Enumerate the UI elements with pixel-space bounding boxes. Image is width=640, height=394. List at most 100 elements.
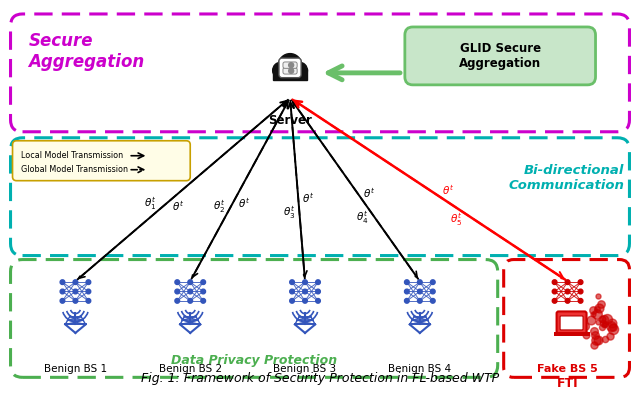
Point xyxy=(608,324,618,331)
Point xyxy=(607,325,618,332)
Circle shape xyxy=(404,280,409,284)
Point xyxy=(580,332,591,338)
Circle shape xyxy=(60,289,65,294)
Circle shape xyxy=(273,62,289,79)
Point xyxy=(593,337,603,343)
FancyBboxPatch shape xyxy=(283,68,297,74)
Text: $\theta_1^t$: $\theta_1^t$ xyxy=(145,195,157,212)
Circle shape xyxy=(201,289,205,294)
Circle shape xyxy=(86,299,91,303)
Point xyxy=(595,305,605,311)
Text: Fig. 1: Framework of Security Protection in FL-based WTP: Fig. 1: Framework of Security Protection… xyxy=(141,372,499,385)
Point xyxy=(596,301,606,307)
Text: $\theta_3^t$: $\theta_3^t$ xyxy=(283,204,296,221)
Circle shape xyxy=(290,289,294,294)
Circle shape xyxy=(316,299,321,303)
Text: Server: Server xyxy=(268,114,312,127)
Circle shape xyxy=(289,63,294,68)
Circle shape xyxy=(290,299,294,303)
Text: Benign BS 2: Benign BS 2 xyxy=(159,364,222,374)
Point xyxy=(589,328,599,335)
Point xyxy=(607,320,618,326)
FancyBboxPatch shape xyxy=(557,312,586,333)
Circle shape xyxy=(578,280,583,284)
Circle shape xyxy=(289,69,294,73)
Circle shape xyxy=(291,62,307,79)
Point xyxy=(596,316,607,322)
Text: Data Privacy Protection: Data Privacy Protection xyxy=(171,354,337,367)
Text: Global Model Transmission: Global Model Transmission xyxy=(20,165,127,174)
Bar xyxy=(554,333,589,336)
Circle shape xyxy=(278,54,301,77)
Circle shape xyxy=(552,289,557,294)
Point xyxy=(588,307,598,314)
Circle shape xyxy=(290,280,294,284)
Circle shape xyxy=(431,299,435,303)
Point xyxy=(599,322,609,328)
Circle shape xyxy=(73,289,77,294)
Circle shape xyxy=(188,289,193,294)
Circle shape xyxy=(86,289,91,294)
Text: Benign BS 4: Benign BS 4 xyxy=(388,364,451,374)
Circle shape xyxy=(404,299,409,303)
Point xyxy=(600,336,610,342)
Point xyxy=(589,342,599,348)
Circle shape xyxy=(565,299,570,303)
Text: Local Model Transmission: Local Model Transmission xyxy=(20,151,123,160)
Circle shape xyxy=(431,280,435,284)
Text: Benign BS 1: Benign BS 1 xyxy=(44,364,107,374)
Circle shape xyxy=(316,289,321,294)
Point xyxy=(591,337,601,344)
Circle shape xyxy=(565,280,570,284)
Circle shape xyxy=(431,289,435,294)
Point xyxy=(589,332,600,338)
Text: $\theta_4^t$: $\theta_4^t$ xyxy=(356,209,369,226)
FancyBboxPatch shape xyxy=(279,58,301,78)
Circle shape xyxy=(404,289,409,294)
FancyBboxPatch shape xyxy=(13,141,190,181)
Text: $\theta^t$: $\theta^t$ xyxy=(238,197,250,210)
Text: Secure
Aggregation: Secure Aggregation xyxy=(29,32,145,71)
Text: $\theta^t$: $\theta^t$ xyxy=(172,199,184,213)
Circle shape xyxy=(188,299,193,303)
Point xyxy=(586,317,596,323)
Point xyxy=(604,333,614,339)
Text: $\theta^t$: $\theta^t$ xyxy=(302,191,314,205)
Circle shape xyxy=(60,280,65,284)
Circle shape xyxy=(188,280,193,284)
FancyBboxPatch shape xyxy=(283,62,297,69)
Circle shape xyxy=(417,280,422,284)
Text: Benign BS 3: Benign BS 3 xyxy=(273,364,337,374)
Circle shape xyxy=(86,280,91,284)
Circle shape xyxy=(303,280,307,284)
FancyBboxPatch shape xyxy=(560,316,583,330)
Circle shape xyxy=(175,289,180,294)
Circle shape xyxy=(565,289,570,294)
Point xyxy=(606,323,616,329)
Point xyxy=(577,316,588,323)
Point xyxy=(579,323,589,329)
Text: $\theta^t$: $\theta^t$ xyxy=(442,184,454,197)
Circle shape xyxy=(417,289,422,294)
Text: Bi-directional
Communication: Bi-directional Communication xyxy=(509,164,625,192)
Point xyxy=(593,292,604,299)
Bar xyxy=(273,69,307,80)
Circle shape xyxy=(303,299,307,303)
Point xyxy=(588,310,598,317)
Circle shape xyxy=(303,289,307,294)
Point xyxy=(602,316,612,322)
Point xyxy=(598,316,609,322)
Point xyxy=(593,319,604,325)
Point xyxy=(597,323,607,330)
Text: $\theta_5^t$: $\theta_5^t$ xyxy=(451,212,463,228)
Point xyxy=(591,306,602,312)
FancyBboxPatch shape xyxy=(405,27,596,85)
Circle shape xyxy=(175,299,180,303)
Circle shape xyxy=(73,299,77,303)
Text: FTI: FTI xyxy=(557,377,579,390)
Point xyxy=(600,320,611,327)
Circle shape xyxy=(73,280,77,284)
Point xyxy=(591,310,602,317)
Text: $\theta^t$: $\theta^t$ xyxy=(364,186,376,200)
Circle shape xyxy=(578,299,583,303)
